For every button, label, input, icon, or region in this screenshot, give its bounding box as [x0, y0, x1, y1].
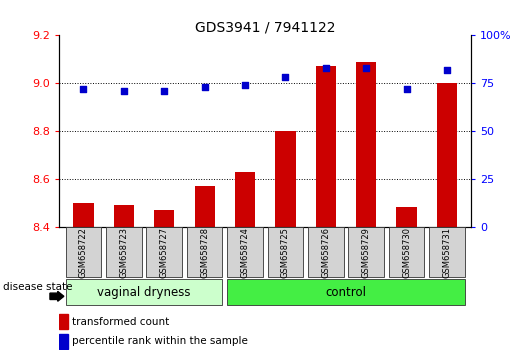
Text: GSM658722: GSM658722 — [79, 227, 88, 278]
Text: disease state: disease state — [3, 282, 72, 292]
Bar — [227, 227, 263, 278]
Bar — [66, 279, 222, 305]
Bar — [73, 203, 94, 227]
Text: GSM658725: GSM658725 — [281, 227, 290, 278]
Bar — [195, 186, 215, 227]
Bar — [227, 279, 465, 305]
Bar — [276, 131, 296, 227]
Bar — [316, 67, 336, 227]
Bar — [308, 227, 344, 278]
Bar — [389, 227, 424, 278]
Point — [281, 75, 289, 80]
Point — [362, 65, 370, 71]
Bar — [356, 62, 376, 227]
Text: GSM658726: GSM658726 — [321, 227, 330, 278]
Text: GSM658729: GSM658729 — [362, 227, 371, 278]
Point — [322, 65, 330, 71]
Point — [403, 86, 411, 92]
Bar — [268, 227, 303, 278]
Bar — [235, 172, 255, 227]
Bar — [59, 334, 68, 348]
Text: GSM658731: GSM658731 — [442, 227, 452, 278]
Point — [241, 82, 249, 88]
Bar — [397, 207, 417, 227]
Bar — [114, 205, 134, 227]
Bar — [154, 210, 175, 227]
Text: GSM658723: GSM658723 — [119, 227, 128, 278]
Bar — [349, 227, 384, 278]
Text: control: control — [325, 286, 367, 298]
Bar — [66, 227, 101, 278]
Point — [160, 88, 168, 94]
Bar — [187, 227, 222, 278]
Point — [119, 88, 128, 94]
Text: GSM658727: GSM658727 — [160, 227, 169, 278]
Text: GSM658728: GSM658728 — [200, 227, 209, 278]
Title: GDS3941 / 7941122: GDS3941 / 7941122 — [195, 20, 335, 34]
Point — [79, 86, 88, 92]
Bar — [146, 227, 182, 278]
Bar — [429, 227, 465, 278]
Text: transformed count: transformed count — [73, 316, 169, 327]
Text: GSM658730: GSM658730 — [402, 227, 411, 278]
Bar — [59, 314, 68, 329]
Text: GSM658724: GSM658724 — [241, 227, 250, 278]
Point — [200, 84, 209, 90]
Point — [443, 67, 451, 73]
Bar — [106, 227, 142, 278]
Text: vaginal dryness: vaginal dryness — [97, 286, 191, 298]
Bar — [437, 83, 457, 227]
Text: percentile rank within the sample: percentile rank within the sample — [73, 336, 248, 346]
